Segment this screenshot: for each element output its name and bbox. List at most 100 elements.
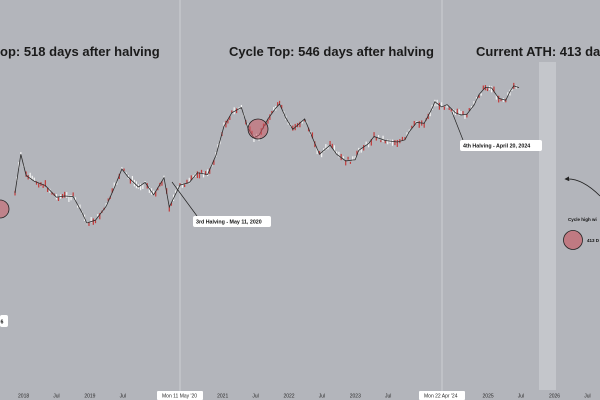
- cycle-days-label: 413 D: [587, 238, 600, 243]
- price-candle: [336, 151, 338, 155]
- price-candle: [325, 144, 327, 151]
- price-candle: [111, 188, 113, 193]
- price-candle: [382, 135, 384, 142]
- price-candle: [140, 183, 142, 191]
- price-candle: [316, 148, 318, 155]
- price-candle: [168, 206, 170, 212]
- price-candle: [273, 107, 275, 111]
- price-candle: [368, 142, 370, 148]
- price-candle: [299, 121, 301, 128]
- price-candle: [329, 140, 331, 146]
- price-candle: [452, 109, 454, 116]
- price-candle: [33, 177, 35, 182]
- price-candle: [113, 182, 115, 189]
- price-candle: [196, 171, 199, 179]
- price-candle: [462, 111, 464, 115]
- price-candle: [269, 114, 271, 120]
- price-candle: [170, 202, 173, 206]
- price-candle: [511, 88, 513, 91]
- price-candle: [31, 175, 33, 181]
- x-tick-label: 2019: [84, 394, 95, 400]
- price-candle: [42, 184, 44, 188]
- halving-4-pointer: [451, 111, 464, 141]
- price-candle: [373, 132, 375, 138]
- price-candle: [456, 108, 458, 115]
- x-tick-label: 2018: [18, 394, 29, 400]
- halving-4-label-box: [460, 140, 542, 151]
- price-candle: [418, 121, 420, 128]
- price-candle: [190, 175, 192, 181]
- price-candle: [175, 190, 177, 194]
- price-candle: [118, 173, 120, 179]
- price-candle: [495, 94, 497, 100]
- x-tick-label: Jul: [319, 394, 325, 400]
- price-candle: [236, 108, 238, 114]
- x-tick-label: 2023: [350, 394, 361, 400]
- price-candle: [148, 186, 150, 193]
- price-candle: [227, 119, 229, 124]
- price-candle: [401, 136, 403, 141]
- price-candle: [304, 119, 306, 122]
- price-candle: [90, 217, 92, 223]
- price-candle: [267, 118, 269, 124]
- x-tick-label: Jul: [53, 394, 59, 400]
- halving-3-axis-date: Mon 11 May '20: [162, 394, 197, 400]
- cycle-top-marker: [247, 118, 269, 140]
- price-candle: [406, 132, 408, 136]
- price-candle: [473, 101, 475, 105]
- price-candle: [198, 172, 201, 179]
- price-candle: [77, 204, 79, 208]
- price-candle: [507, 92, 509, 96]
- price-candle: [225, 120, 227, 128]
- price-candle: [29, 172, 31, 180]
- price-candle: [464, 114, 466, 119]
- cycle-arrow: [564, 176, 600, 197]
- price-candle: [35, 181, 38, 185]
- price-candle: [209, 168, 211, 174]
- price-candle: [68, 195, 70, 202]
- price-candle: [434, 99, 436, 107]
- price-candle: [287, 120, 289, 125]
- price-candle: [498, 95, 500, 103]
- price-candle: [340, 153, 342, 161]
- halving-4-label: 4th Halving - April 20, 2024: [463, 144, 530, 150]
- price-candle: [311, 132, 314, 139]
- price-candle: [179, 183, 181, 186]
- headline-right: Current ATH: 413 days: [476, 44, 600, 59]
- price-candle: [458, 109, 460, 116]
- price-candle: [188, 177, 190, 184]
- price-candle: [213, 159, 215, 165]
- price-candle: [423, 123, 425, 128]
- price-candle: [231, 110, 233, 113]
- price-candle: [305, 121, 308, 124]
- price-candle: [116, 180, 118, 185]
- price-candle: [370, 139, 372, 146]
- x-tick-label: 2025: [483, 394, 494, 400]
- price-candle: [20, 152, 22, 156]
- price-candle: [200, 169, 203, 173]
- price-candle: [247, 123, 249, 128]
- price-candle: [155, 191, 157, 197]
- price-candle: [129, 178, 131, 184]
- price-candle: [307, 127, 310, 132]
- price-candle: [443, 106, 445, 110]
- price-candle: [441, 102, 443, 108]
- price-series: [14, 82, 520, 226]
- x-tick-label: Jul: [385, 394, 391, 400]
- price-candle: [438, 102, 440, 110]
- price-candle: [396, 139, 398, 147]
- price-candle: [202, 172, 205, 178]
- price-candle: [123, 168, 125, 171]
- price-candle: [277, 102, 279, 106]
- price-candle: [186, 179, 188, 184]
- headline-left: op: 518 days after halving: [0, 44, 160, 59]
- x-tick-label: 2022: [283, 394, 294, 400]
- x-tick-label: Jul: [120, 394, 126, 400]
- price-candle: [486, 88, 489, 92]
- price-candle: [192, 175, 194, 179]
- halving-4-axis-date: Mon 22 Apr '24: [424, 394, 458, 400]
- price-candle: [429, 110, 431, 117]
- halving-3-axis-marker: [157, 391, 203, 400]
- projection-band: [539, 62, 556, 390]
- price-candle: [377, 135, 380, 139]
